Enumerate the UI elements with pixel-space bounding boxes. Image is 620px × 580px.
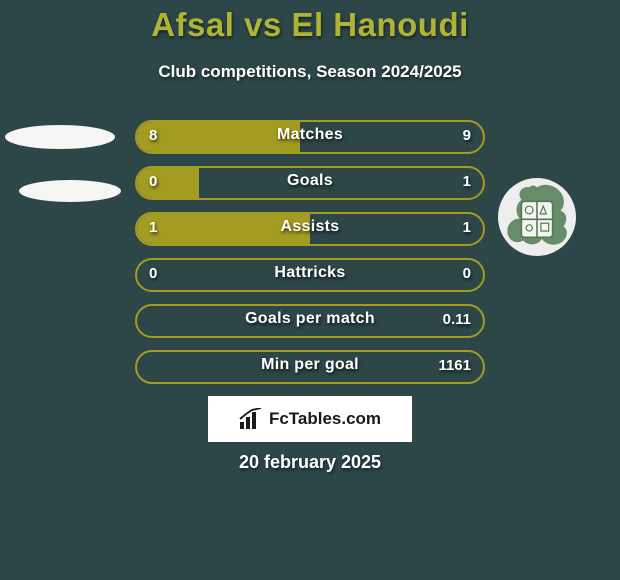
stats-list: Matches89Goals01Assists11Hattricks00Goal… bbox=[135, 120, 485, 396]
stat-value-right: 1 bbox=[463, 173, 471, 190]
date-text: 20 february 2025 bbox=[0, 452, 620, 473]
stat-row: Min per goal1161 bbox=[135, 350, 485, 384]
stat-label: Min per goal bbox=[135, 356, 485, 374]
stat-value-right: 1 bbox=[463, 219, 471, 236]
stat-label: Hattricks bbox=[135, 264, 485, 282]
stat-row: Goals per match0.11 bbox=[135, 304, 485, 338]
stat-label: Matches bbox=[135, 126, 485, 144]
stat-label: Goals bbox=[135, 172, 485, 190]
comparison-card: Afsal vs El Hanoudi Club competitions, S… bbox=[0, 0, 620, 580]
stat-value-right: 0 bbox=[463, 265, 471, 282]
stat-value-left: 0 bbox=[149, 265, 157, 282]
stat-value-left: 0 bbox=[149, 173, 157, 190]
stat-value-right: 9 bbox=[463, 127, 471, 144]
card-title: Afsal vs El Hanoudi bbox=[0, 0, 620, 44]
card-subtitle: Club competitions, Season 2024/2025 bbox=[0, 62, 620, 82]
crest-icon bbox=[498, 178, 576, 256]
stat-row: Assists1 1 bbox=[135, 212, 485, 246]
stat-row: Hattricks0 0 bbox=[135, 258, 485, 292]
stat-value-right: 1161 bbox=[438, 357, 471, 374]
stat-label: Assists bbox=[135, 218, 485, 236]
team-right-logo bbox=[498, 178, 576, 256]
stat-row: Goals0 1 bbox=[135, 166, 485, 200]
stat-value-right: 0.11 bbox=[443, 311, 471, 328]
brand-bars-icon bbox=[239, 408, 263, 430]
stat-value-left: 1 bbox=[149, 219, 157, 236]
footer-brand-badge[interactable]: FcTables.com bbox=[208, 396, 412, 442]
logo-left-ellipse bbox=[5, 125, 115, 149]
logo-left-ellipse bbox=[19, 180, 121, 202]
stat-value-left: 8 bbox=[149, 127, 157, 144]
footer-brand-text: FcTables.com bbox=[269, 409, 381, 429]
stat-row: Matches8 9 bbox=[135, 120, 485, 154]
stat-label: Goals per match bbox=[135, 310, 485, 328]
